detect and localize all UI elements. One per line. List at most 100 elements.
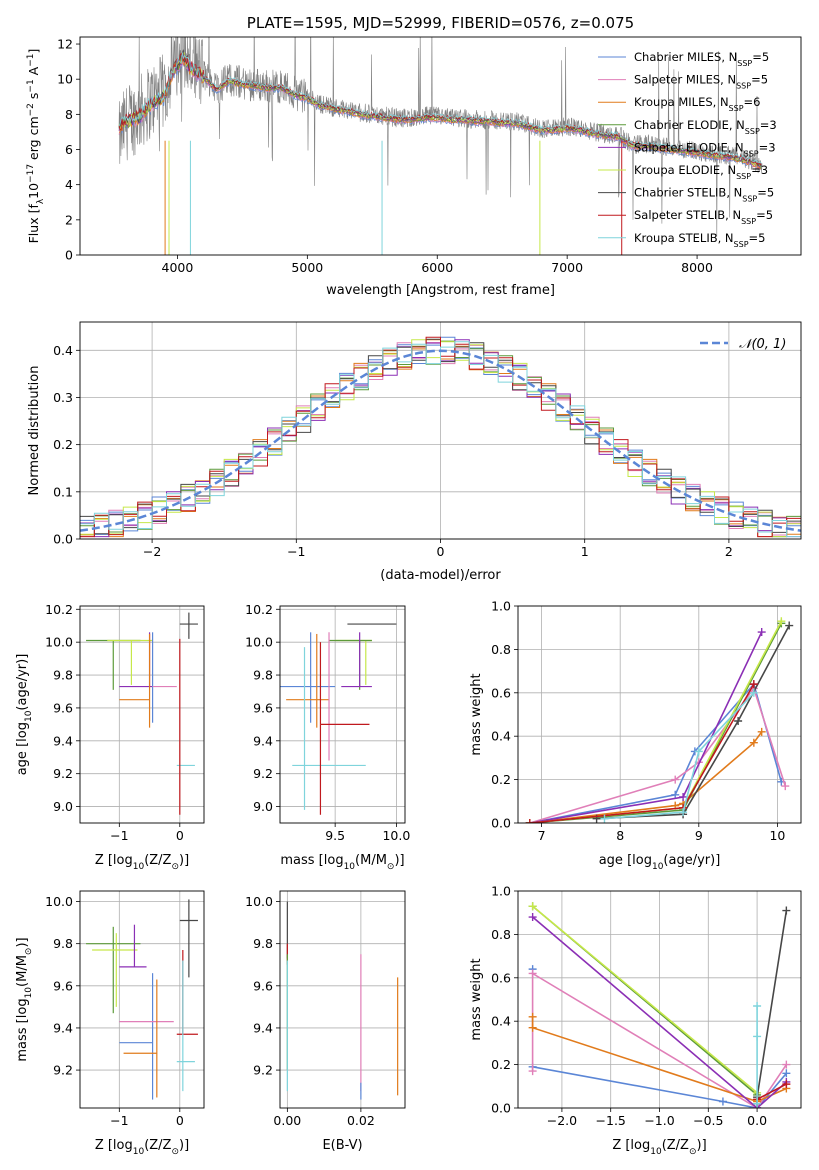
label-part: )] xyxy=(15,937,30,947)
y-tick-label: 0 xyxy=(65,248,73,263)
legend-sub: SSP xyxy=(734,239,749,248)
y-tick-label: 9.6 xyxy=(53,700,73,715)
y-tick-label: 0.2 xyxy=(491,772,511,787)
label-part: 10 xyxy=(133,862,145,872)
y-tick-label: 9.2 xyxy=(53,766,73,781)
legend-base: Kroupa ELODIE, N xyxy=(634,163,736,177)
legend-base: Salpeter MILES, N xyxy=(634,73,736,87)
y-tick-label: 9.6 xyxy=(53,978,73,993)
label-part: Z [log xyxy=(612,1138,650,1153)
y-axis-label-group: Normed distribution xyxy=(27,366,42,496)
y-tick-label: 9.6 xyxy=(253,978,273,993)
grid xyxy=(280,606,405,823)
chart-title: PLATE=1595, MJD=52999, FIBERID=0576, z=0… xyxy=(247,14,634,32)
label-part: (age/yr)] xyxy=(663,853,720,868)
axes-frame xyxy=(517,605,802,824)
legend-sub: SSP xyxy=(736,81,751,90)
y-tick-label: 9.6 xyxy=(253,700,273,715)
legend-tail: =3 xyxy=(759,140,776,154)
x-tick-label: 2 xyxy=(725,544,733,559)
x-tick-label: 6000 xyxy=(421,260,453,275)
y-tick-label: 0.4 xyxy=(491,1014,511,1029)
label-part: (Z/Z xyxy=(144,853,171,868)
legend-sub: SSP xyxy=(742,194,757,203)
legend-sub: SSP xyxy=(737,59,752,68)
legend-label: Kroupa ELODIE, NSSP=3 xyxy=(634,163,768,181)
x-tick-label: 8000 xyxy=(681,260,713,275)
label-part: )] xyxy=(179,1138,189,1153)
marker-plus xyxy=(528,1023,537,1032)
x-axis-label: Z [log10(Z/Z⊙)] xyxy=(95,853,189,872)
marker-plus xyxy=(782,1080,791,1089)
mass-weight-line xyxy=(529,683,755,823)
label-part: mass [log xyxy=(280,853,343,868)
y-tick-label: 0.6 xyxy=(491,970,511,985)
x-tick-label: 0 xyxy=(437,544,445,559)
y-tick-label: 9.2 xyxy=(53,1063,73,1078)
axes-frame xyxy=(517,890,802,1109)
legend-tail: =5 xyxy=(757,186,774,200)
label-part: age [log xyxy=(15,722,30,775)
y-tick-label: 9.2 xyxy=(253,1063,273,1078)
legend: 𝒩(0, 1) xyxy=(700,337,786,352)
legend-tail: =3 xyxy=(751,163,768,177)
y-tick-label: 2 xyxy=(65,212,73,227)
mass-weight-line xyxy=(756,910,788,1104)
axes-frame xyxy=(79,605,205,824)
x-tick-label: −0.5 xyxy=(693,1113,723,1128)
y-axis-label-group: mass weight xyxy=(469,673,484,755)
legend-tail: =5 xyxy=(749,231,766,245)
y-tick-label: 10.2 xyxy=(45,602,73,617)
y-tick-label: 0.0 xyxy=(491,816,511,831)
y-tick-label: 9.8 xyxy=(253,668,273,683)
x-tick-label: 0 xyxy=(176,828,184,843)
marker-plus xyxy=(679,808,688,817)
legend-tail: =5 xyxy=(751,73,768,87)
legend-sub: SSP xyxy=(741,217,756,226)
y-axis-label: mass [log10(M/M⊙)] xyxy=(15,937,34,1061)
x-tick-label: 0.0 xyxy=(747,1113,767,1128)
label-part: −1 xyxy=(26,79,36,92)
y-tick-label: 9.4 xyxy=(253,733,273,748)
legend-tail: =5 xyxy=(752,50,769,64)
legend-label: Salpeter ELODIE, NSSP=3 xyxy=(634,140,776,158)
marker-plus xyxy=(671,790,680,799)
grid xyxy=(80,891,204,1108)
mass-weight-line xyxy=(756,1083,787,1101)
axes-3: 9.5 10.0 9.0 9.2 9.4 9.6 9.8 10.0 10.2 mass [log1… xyxy=(245,602,410,872)
y-tick-label: 6 xyxy=(65,142,73,157)
marker-plus xyxy=(734,717,743,726)
marker-plus xyxy=(749,738,758,747)
y-tick-label: 9.2 xyxy=(253,766,273,781)
x-tick-label: 0.00 xyxy=(273,1113,301,1128)
label-part: )] xyxy=(697,1138,707,1153)
label-part: 10 xyxy=(26,183,41,199)
label-part: age [log xyxy=(599,853,652,868)
marker-plus xyxy=(785,621,794,630)
marker-plus xyxy=(782,1060,791,1069)
y-tick-label: 12 xyxy=(57,37,73,52)
y-tick-label: 0.4 xyxy=(491,729,511,744)
mass-weight-line xyxy=(529,623,783,823)
label-part: ⊙ xyxy=(171,862,179,872)
legend-label: Chabrier ELODIE, NSSP=3 xyxy=(634,118,777,136)
axes-5: −1 09.29.49.69.810.0Z [log10(Z/Z⊙)]mass [… xyxy=(15,890,205,1157)
y-tick-label: 0.6 xyxy=(491,685,511,700)
label-part: 10 xyxy=(24,987,34,999)
label-part: 10 xyxy=(344,862,356,872)
y-tick-label: 9.8 xyxy=(53,936,73,951)
label-part: A xyxy=(26,66,41,79)
y-tick-label: 0.0 xyxy=(491,1101,511,1116)
mass-weight-line xyxy=(532,916,787,1108)
gaussian-curve xyxy=(80,349,801,532)
histogram-step xyxy=(80,341,801,538)
legend-base: Salpeter STELIB, N xyxy=(634,208,741,222)
marker-plus xyxy=(671,775,680,784)
y-tick-label: 0.3 xyxy=(53,390,73,405)
x-axis-label: mass [log10(M/M⊙)] xyxy=(280,853,404,872)
label-part: s xyxy=(26,93,41,104)
y-tick-label: 9.4 xyxy=(253,1020,273,1035)
legend-label: Salpeter STELIB, NSSP=5 xyxy=(634,208,773,226)
